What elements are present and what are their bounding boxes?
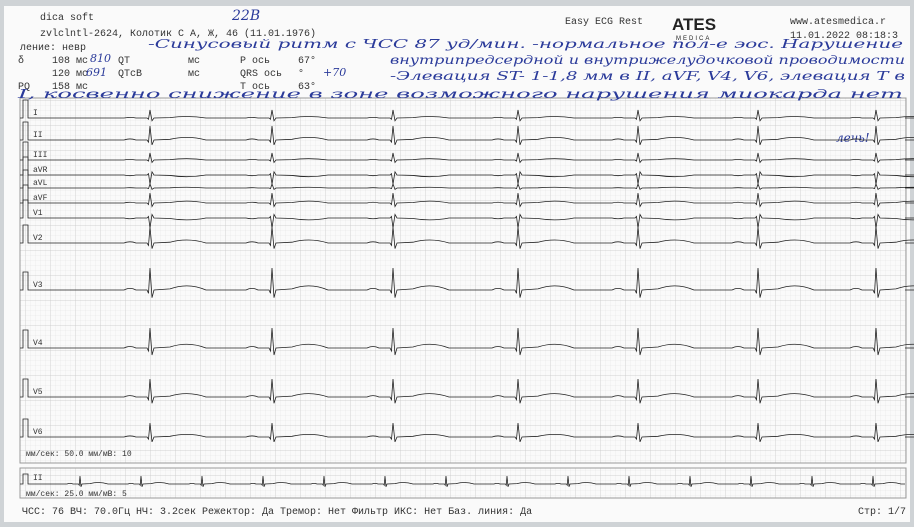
param-cell: 120 мс (52, 69, 88, 80)
handwriting: -Элевация ST- 1-1,8 мм в II, aVF, V4, V6… (390, 69, 905, 83)
handwriting: -Синусовый ритм с ЧСС 87 уд/мин. -нормал… (148, 37, 903, 51)
department: ление: невр (20, 43, 86, 54)
handwriting: 810 (90, 52, 111, 65)
handwriting: I, косвенно снижение в зоне возможного н… (16, 87, 903, 101)
footer-settings: ЧСС: 76 ВЧ: 70.0Гц НЧ: 3.2сек Режектор: … (22, 507, 532, 518)
lead-label: V2 (33, 234, 43, 243)
lead-label: V1 (33, 209, 43, 218)
device: Easy ECG Rest (565, 17, 643, 28)
param-cell: QT (118, 56, 130, 67)
software: dica soft (40, 12, 94, 24)
lead-label: aVL (33, 179, 48, 188)
scale-main: мм/сек: 50.0 мм/мВ: 10 (26, 450, 132, 459)
param-cell: 108 мс (52, 56, 88, 67)
handwriting: внутрипредсердной и внутрижелудочковой п… (390, 53, 905, 67)
lead-label: I (33, 109, 38, 118)
lead-label: V6 (33, 428, 43, 437)
lead-label: II (33, 131, 43, 140)
ecg-page: dica soft zvlclntl-2624, Колотик С А, Ж,… (0, 0, 914, 527)
lead-label: V4 (33, 339, 43, 348)
scale-rhythm: мм/сек: 25.0 мм/мВ: 5 (26, 490, 127, 499)
param-cell: P ось (240, 56, 270, 67)
lead-label: V3 (33, 281, 43, 290)
logo: ATES (672, 15, 716, 34)
handwriting: +70 (323, 66, 346, 79)
param-cell: 67° (298, 55, 316, 67)
lead-label: III (33, 151, 47, 160)
website: www.atesmedica.r (790, 16, 886, 28)
handwriting: 691 (86, 66, 107, 79)
lead-label: aVR (33, 166, 48, 175)
lead-label: aVF (33, 194, 48, 203)
param-cell: ° (298, 68, 304, 80)
param-cell: QTcB (118, 69, 142, 80)
handwriting: лечь! (836, 131, 870, 145)
record-number: 22В (231, 8, 260, 24)
param-cell: δ (18, 55, 24, 67)
param-cell: мс (188, 69, 200, 80)
ecg-grid (20, 98, 906, 463)
page-number: Стр: 1/7 (858, 506, 906, 518)
param-cell: мс (188, 56, 200, 67)
lead-label: V5 (33, 388, 43, 397)
lead-label: II (33, 474, 43, 483)
param-cell: QRS ось (240, 69, 282, 80)
